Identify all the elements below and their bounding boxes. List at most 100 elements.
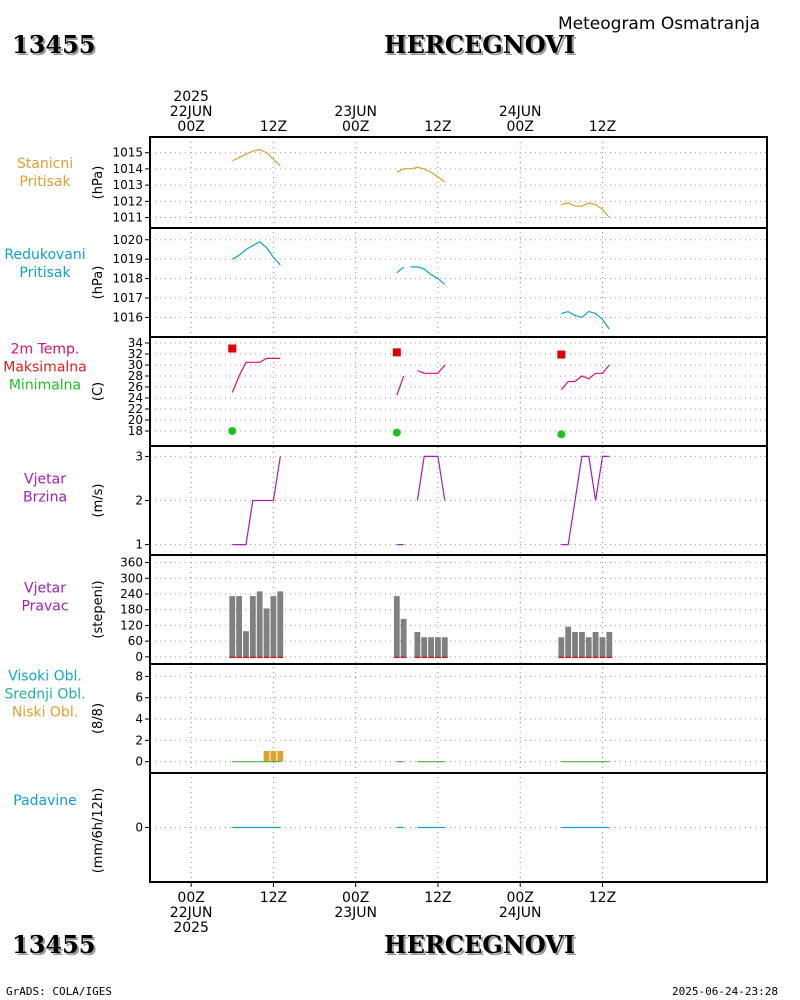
point-maksimalna xyxy=(392,348,401,357)
unit-label-wind_direction: (stepeni) xyxy=(91,580,106,638)
y-tick-label: 1013 xyxy=(112,178,143,192)
y-tick-label: 0 xyxy=(135,650,143,664)
line-station_pressure xyxy=(396,166,446,183)
point-minimalna xyxy=(392,428,401,437)
bar-wind_direction xyxy=(263,608,270,657)
panel-frame-precip xyxy=(149,772,768,883)
line-reduced_pressure xyxy=(232,240,281,266)
unit-label-station_pressure: (hPa) xyxy=(91,166,106,200)
panel-frame-wind_direction xyxy=(149,554,768,665)
y-tick-label: 300 xyxy=(120,571,143,585)
bottom-time-label: 22JUN xyxy=(170,905,213,921)
bar-wind_direction xyxy=(414,631,421,657)
top-time-label: 23JUN xyxy=(334,104,377,120)
y-tick-label: 34 xyxy=(128,336,143,350)
point-minimalna xyxy=(228,427,237,435)
line-reduced_pressure xyxy=(561,310,610,330)
unit-label-clouds: (8/8) xyxy=(91,703,106,734)
y-tick-label: 20 xyxy=(128,413,143,427)
y-tick-label: 26 xyxy=(128,380,143,394)
y-tick-label: 30 xyxy=(128,358,143,372)
line-wind_speed xyxy=(561,455,610,546)
unit-label-wind_speed: (m/s) xyxy=(91,484,106,518)
line-temperature xyxy=(560,364,610,391)
y-tick-label: 240 xyxy=(120,587,143,601)
bottom-time-label: 00Z xyxy=(506,890,533,906)
top-time-label: 22JUN xyxy=(170,104,213,120)
generation-timestamp: 2025-06-24-23:28 xyxy=(672,985,778,998)
bar-clouds xyxy=(263,751,270,762)
top-time-label: 12Z xyxy=(260,119,287,135)
unit-label-temperature: (C) xyxy=(91,382,106,401)
bar-wind_direction xyxy=(421,637,428,657)
bar-wind_direction xyxy=(558,637,565,657)
panel-frame-temperature xyxy=(149,336,768,447)
panel-plot-wind_direction xyxy=(150,562,767,659)
panel-plot-wind_speed xyxy=(150,455,767,546)
y-tick-label: 32 xyxy=(128,347,143,361)
bar-wind_direction xyxy=(565,626,572,657)
y-tick-label: 1018 xyxy=(112,272,143,286)
bar-clouds xyxy=(270,751,277,762)
y-tick-label: 1017 xyxy=(112,291,143,305)
bar-wind_direction xyxy=(277,591,284,657)
top-time-label: 00Z xyxy=(506,119,533,135)
station-id-bottom: 13455 xyxy=(12,930,96,959)
bottom-time-label: 12Z xyxy=(589,890,616,906)
bottom-time-label: 12Z xyxy=(424,890,451,906)
unit-label-reduced_pressure: (hPa) xyxy=(91,266,106,300)
bar-wind_direction xyxy=(572,631,578,657)
bar-wind_direction xyxy=(435,637,441,657)
line-reduced_pressure xyxy=(410,266,446,285)
top-time-label: 00Z xyxy=(342,119,369,135)
panel-label-wind_direction: Vjetar xyxy=(24,581,66,597)
bottom-time-label: 2025 xyxy=(173,920,209,936)
bottom-time-label: 23JUN xyxy=(334,905,377,921)
station-name-bottom: HERCEGNOVI xyxy=(384,930,576,959)
bar-wind_direction xyxy=(243,631,249,657)
bar-wind_direction xyxy=(400,618,407,657)
bar-wind_direction xyxy=(428,637,434,657)
bar-wind_direction xyxy=(236,596,243,657)
line-temperature xyxy=(231,357,281,393)
y-tick-label: 180 xyxy=(120,603,143,617)
y-tick-label: 60 xyxy=(128,634,143,648)
bar-wind_direction xyxy=(270,596,277,657)
unit-label-precip: (mm/6h/12h) xyxy=(91,788,106,874)
panel-label-reduced_pressure: Redukovani xyxy=(4,247,85,263)
bar-clouds xyxy=(277,751,284,762)
y-tick-label: 0 xyxy=(135,755,143,769)
panel-label-station_pressure: Pritisak xyxy=(19,174,71,190)
y-tick-label: 1011 xyxy=(112,211,143,225)
y-tick-label: 18 xyxy=(128,424,143,438)
y-tick-label: 24 xyxy=(128,391,143,405)
line-wind_speed xyxy=(416,455,446,501)
top-time-label: 00Z xyxy=(177,119,204,135)
point-minimalna xyxy=(557,430,566,439)
panel-label-station_pressure: Stanicni xyxy=(17,156,73,172)
bar-wind_direction xyxy=(599,637,606,657)
panel-label-temperature: 2m Temp. xyxy=(11,342,80,358)
bar-wind_direction xyxy=(441,637,448,657)
panel-plot-station_pressure xyxy=(150,148,767,219)
bar-wind_direction xyxy=(229,596,236,657)
bottom-time-label: 00Z xyxy=(177,890,204,906)
bar-wind_direction xyxy=(249,596,256,657)
y-tick-label: 1012 xyxy=(112,194,143,208)
y-tick-label: 1016 xyxy=(112,310,143,324)
panel-label-wind_speed: Brzina xyxy=(23,490,67,506)
y-tick-label: 4 xyxy=(135,712,143,726)
panel-label-precip: Padavine xyxy=(13,793,77,809)
y-tick-label: 360 xyxy=(120,556,143,570)
top-time-label: 24JUN xyxy=(499,104,542,120)
top-time-label: 12Z xyxy=(424,119,451,135)
chart-subtitle: Meteogram Osmatranja xyxy=(558,14,761,34)
bottom-time-label: 00Z xyxy=(342,890,369,906)
bar-wind_direction xyxy=(578,631,585,657)
y-tick-label: 8 xyxy=(135,669,143,683)
top-time-label: 12Z xyxy=(589,119,616,135)
panel-label-clouds: Niski Obl. xyxy=(12,705,78,721)
top-time-label: 2025 xyxy=(173,89,209,105)
